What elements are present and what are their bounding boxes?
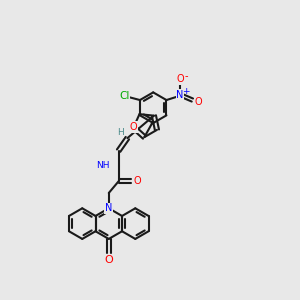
Text: O: O (104, 254, 113, 265)
Text: O: O (134, 176, 141, 186)
Text: -: - (185, 71, 188, 82)
Text: NH: NH (96, 161, 109, 170)
Text: N: N (105, 203, 112, 213)
Text: O: O (130, 122, 137, 132)
Text: O: O (194, 97, 202, 106)
Text: N: N (176, 90, 184, 100)
Text: +: + (182, 87, 190, 96)
Text: O: O (176, 74, 184, 84)
Text: H: H (117, 128, 123, 137)
Text: Cl: Cl (119, 91, 130, 100)
